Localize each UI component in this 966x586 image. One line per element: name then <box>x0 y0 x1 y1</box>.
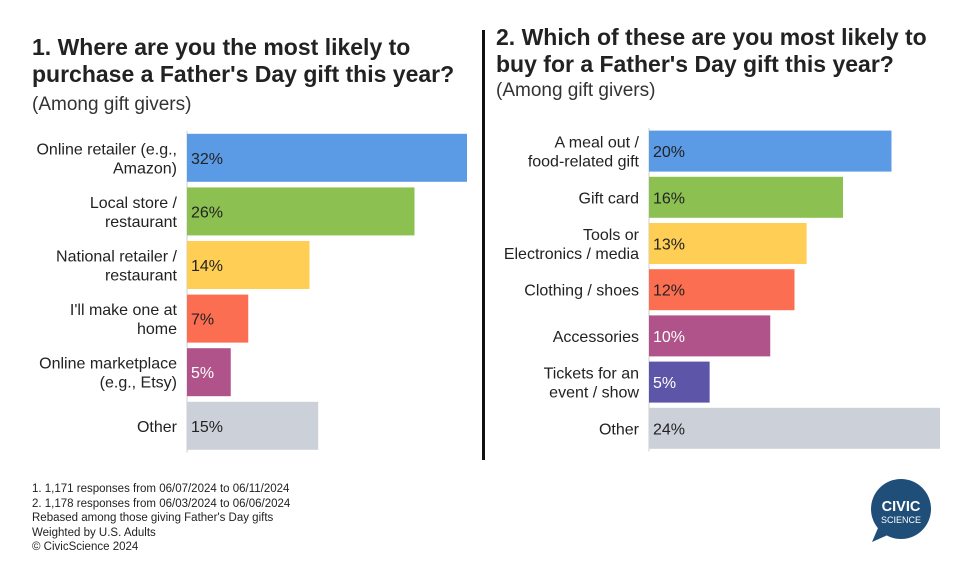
chart-2-category-label-6-0: Other <box>599 421 640 438</box>
chart-2-bar-6 <box>649 407 940 449</box>
chart-1-bar-1 <box>187 187 415 236</box>
chart-1-title: 1. Where are you the most likely to purc… <box>32 34 454 88</box>
chart-1-category-label-0-1: Amazon) <box>113 160 177 177</box>
chart-2-bar-0 <box>649 130 892 172</box>
chart-2-bar-2 <box>649 223 807 264</box>
chart-1-category-label-1-0: Local store / <box>90 195 178 212</box>
chart-1-title-line-1: 1. Where are you the most likely to <box>32 34 411 60</box>
chart-2-subtitle: (Among gift givers) <box>496 80 656 101</box>
panel-divider <box>482 30 485 460</box>
chart-2-category-label-3-0: Clothing / shoes <box>524 283 639 300</box>
footnote-4: Weighted by U.S. Adults <box>32 526 156 539</box>
chart-1-title-line-2: purchase a Father's Day gift this year? <box>32 61 455 87</box>
civicscience-logo-icon: CIVIC SCIENCE <box>871 479 931 542</box>
chart-1-value-label-3: 7% <box>191 312 214 329</box>
chart-2-title-line-2: buy for a Father's Day gift this year? <box>496 51 894 77</box>
logo-text-science: SCIENCE <box>881 515 921 525</box>
chart-2-category-label-2-1: Electronics / media <box>504 246 639 263</box>
chart-1-category-label-2-1: restaurant <box>105 268 178 285</box>
logo-speech-tail <box>872 528 890 542</box>
chart-1-bar-5 <box>187 401 319 450</box>
footnote-5: © CivicScience 2024 <box>32 541 139 554</box>
chart-1-bar-3 <box>187 294 249 343</box>
chart-2-svg: 20% A meal out / food-related gift 16% Gift … <box>504 128 940 452</box>
chart-2-value-label-1: 16% <box>653 190 685 207</box>
chart-2-value-label-5: 5% <box>653 375 676 392</box>
chart-2-category-label-5-0: Tickets for an <box>544 366 639 383</box>
chart-panel-2: 2. Which of these are you most likely to… <box>486 0 966 470</box>
chart-2-value-label-2: 13% <box>653 237 685 254</box>
footnotes: 1. 1,171 responses from 06/07/2024 to 06… <box>32 482 290 555</box>
chart-1-category-label-4-0: Online marketplace <box>39 356 177 373</box>
chart-1-bar-4 <box>187 348 231 397</box>
chart-2-value-label-3: 12% <box>653 283 685 300</box>
chart-1-category-label-3-1: home <box>137 321 177 338</box>
chart-2-category-label-2-0: Tools or <box>583 227 640 244</box>
chart-1-value-label-5: 15% <box>191 419 223 436</box>
chart-2-value-label-0: 20% <box>653 144 685 161</box>
chart-2-title: 2. Which of these are you most likely to… <box>496 24 927 78</box>
chart-1-value-label-4: 5% <box>191 365 214 382</box>
chart-2-category-label-5-1: event / show <box>549 385 639 402</box>
chart-panel-1: 1. Where are you the most likely to purc… <box>0 0 480 470</box>
chart-2-title-line-1: 2. Which of these are you most likely to <box>496 24 927 50</box>
chart-1-value-label-2: 14% <box>191 258 223 275</box>
logo-circle <box>871 479 931 539</box>
chart-2-category-label-1-0: Gift card <box>579 190 639 207</box>
chart-1-bar-2 <box>187 241 310 289</box>
chart-2-bar-5 <box>649 361 710 403</box>
footnote-3: Rebased among those giving Father's Day … <box>32 512 274 525</box>
chart-2-value-label-6: 24% <box>653 421 685 438</box>
chart-2-category-label-4-0: Accessories <box>553 329 639 346</box>
chart-2-category-label-0-0: A meal out / <box>555 135 640 152</box>
chart-2-bar-4 <box>649 315 771 357</box>
chart-1-svg: 32% Online retailer (e.g., Amazon) 26% Local… <box>36 131 467 453</box>
footnote-1: 1. 1,171 responses from 06/07/2024 to 06… <box>32 483 290 495</box>
chart-2-category-label-0-1: food-related gift <box>528 154 640 171</box>
logo-text-civic: CIVIC <box>882 499 921 515</box>
chart-1-value-label-1: 26% <box>191 204 223 221</box>
chart-1-category-label-1-1: restaurant <box>105 214 178 231</box>
chart-1-bar-0 <box>187 133 467 182</box>
chart-1-subtitle: (Among gift givers) <box>32 94 192 115</box>
chart-1-category-label-5-0: Other <box>137 419 178 436</box>
chart-1-category-label-2-0: National retailer / <box>56 249 178 266</box>
chart-2-bar-1 <box>649 176 843 218</box>
chart-1-category-label-4-1: (e.g., Etsy) <box>100 375 177 392</box>
footnote-2: 2. 1,178 responses from 06/03/2024 to 06… <box>32 497 291 510</box>
chart-1-category-label-0-0: Online retailer (e.g., <box>36 141 177 158</box>
chart-1-category-label-3-0: I'll make one at <box>70 302 178 319</box>
chart-1-value-label-0: 32% <box>191 151 223 168</box>
chart-2-value-label-4: 10% <box>653 329 685 346</box>
chart-2-bar-3 <box>649 269 795 311</box>
